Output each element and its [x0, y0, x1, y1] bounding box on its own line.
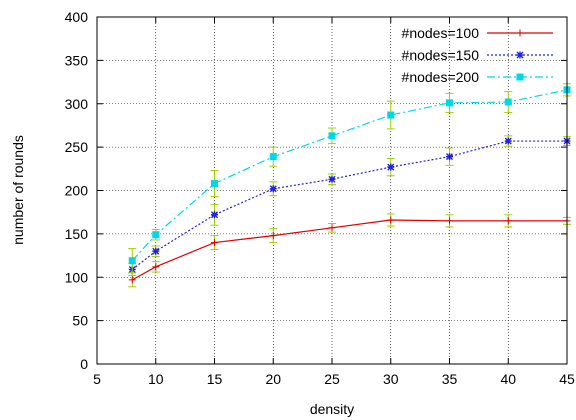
data-point — [211, 239, 218, 247]
y-tick-label: 150 — [65, 226, 89, 242]
marker-stroke — [516, 51, 524, 59]
y-tick-label: 200 — [65, 183, 89, 199]
legend-entry: #nodes=200 — [402, 69, 553, 85]
x-tick-label: 45 — [559, 371, 575, 387]
marker-stroke — [211, 211, 218, 219]
legend-swatch-marker — [516, 29, 524, 37]
data-point — [152, 263, 160, 271]
x-tick-label: 25 — [324, 371, 340, 387]
series-2 — [128, 135, 571, 277]
data-point — [328, 175, 336, 183]
marker-stroke — [504, 137, 512, 145]
series-line — [131, 89, 568, 262]
y-tick-label: 50 — [72, 313, 88, 329]
y-tick-label: 0 — [80, 356, 88, 372]
y-tick-label: 300 — [65, 96, 89, 112]
data-point — [269, 185, 277, 193]
x-tick-label: 40 — [500, 371, 516, 387]
marker-stroke — [328, 175, 336, 183]
grid — [97, 17, 567, 364]
legend-label: #nodes=100 — [402, 25, 480, 41]
legend: #nodes=100 #nodes=150 #nodes=200 — [402, 25, 553, 85]
x-axis-label: density — [310, 401, 354, 417]
y-tick-label: 100 — [65, 269, 89, 285]
marker-stroke — [152, 247, 160, 255]
series-group — [128, 83, 571, 288]
data-point — [269, 153, 277, 161]
data-point — [446, 99, 453, 107]
legend-swatch-marker — [516, 73, 524, 81]
axis-ticks: 5 10 15 20 25 30 35 40 45 0 50 100 150 200 250 300 350 40… — [65, 9, 575, 387]
legend-entry: #nodes=150 — [402, 47, 553, 63]
y-tick-label: 250 — [65, 139, 89, 155]
data-point — [504, 217, 512, 225]
data-point — [328, 224, 336, 232]
x-tick-label: 35 — [442, 371, 458, 387]
data-point — [211, 211, 218, 219]
x-tick-label: 10 — [148, 371, 164, 387]
x-tick-label: 15 — [207, 371, 223, 387]
series-3 — [128, 83, 571, 274]
x-tick-label: 5 — [93, 371, 101, 387]
y-axis-label: number of rounds — [10, 135, 26, 245]
data-point — [446, 153, 453, 161]
data-point — [387, 216, 395, 224]
marker-stroke — [446, 153, 453, 161]
data-point — [269, 232, 277, 240]
data-point — [128, 276, 136, 284]
legend-label: #nodes=200 — [402, 69, 480, 85]
data-point — [387, 163, 395, 171]
data-point — [152, 231, 160, 239]
series-line — [131, 219, 567, 281]
legend-swatch-marker — [516, 51, 524, 59]
x-tick-label: 30 — [383, 371, 399, 387]
legend-entry: #nodes=100 — [402, 25, 553, 41]
marker-stroke — [387, 163, 395, 171]
data-point — [152, 247, 160, 255]
data-point — [128, 257, 136, 265]
data-point — [446, 217, 453, 225]
y-tick-label: 400 — [65, 9, 89, 25]
series-1 — [128, 213, 571, 288]
y-tick-label: 350 — [65, 52, 89, 68]
series-line — [131, 140, 567, 270]
marker-stroke — [269, 185, 277, 193]
plot-frame — [96, 16, 568, 365]
data-point — [211, 180, 218, 188]
data-point — [504, 137, 512, 145]
legend-label: #nodes=150 — [402, 47, 480, 63]
data-point — [328, 132, 336, 140]
data-point — [387, 111, 395, 119]
x-tick-label: 20 — [265, 371, 281, 387]
data-point — [504, 98, 512, 106]
